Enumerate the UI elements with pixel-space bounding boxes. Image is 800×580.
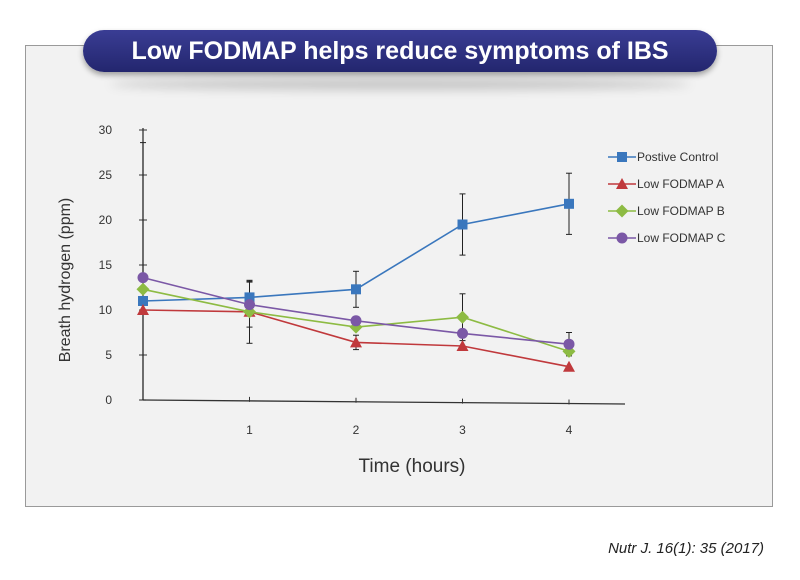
citation: Nutr J. 16(1): 35 (2017) [608,540,764,557]
circle-marker [244,299,255,311]
chart-legend: Postive Control Low FODMAP A Low FODMAP B L… [608,150,726,245]
x-axis-label: Time (hours) [359,456,466,477]
legend-label: Low FODMAP B [637,204,725,218]
circle-marker [350,315,362,327]
series-markers [136,198,576,372]
circle-marker [616,232,628,244]
y-tick-label: 30 [99,123,113,137]
title-banner: Low FODMAP helps reduce symptoms of IBS [83,30,717,72]
x-axis-line [142,399,626,405]
square-marker [564,198,574,209]
triangle-marker [616,178,628,189]
y-tick-label: 25 [99,168,113,182]
legend-label: Postive Control [637,150,718,164]
square-marker [617,152,627,162]
triangle-marker [350,336,362,348]
square-marker [244,292,255,303]
y-tick-label: 0 [105,393,112,407]
triangle-marker [456,340,469,351]
y-tick-label: 15 [99,258,113,272]
square-marker [138,296,148,306]
legend-label: Low FODMAP A [637,177,724,191]
circle-marker [563,338,575,350]
title-banner-shadow [110,78,690,90]
x-tick-label: 1 [246,423,253,437]
y-axis-label: Breath hydrogen (ppm) [57,198,74,363]
triangle-marker [137,304,149,315]
y-tick-label: 5 [105,348,112,362]
error-bars [140,142,572,401]
chart-panel [25,45,773,507]
circle-marker [137,272,149,284]
chart-axes: 0 5 10 15 20 25 30 1 2 3 4 [99,123,626,437]
diamond-marker [615,204,629,218]
x-tick-label: 2 [353,423,360,437]
legend-label: Low FODMAP C [637,231,726,245]
x-tick-label: 3 [459,423,466,437]
diamond-marker [456,310,469,324]
y-tick-label: 20 [99,213,113,227]
chart-title: Low FODMAP helps reduce symptoms of IBS [131,36,669,65]
circle-marker [457,327,468,339]
triangle-marker [563,360,575,372]
diamond-marker [136,282,150,296]
x-tick-label: 4 [566,423,573,437]
square-marker [351,284,361,295]
y-tick-label: 10 [99,303,113,317]
square-marker [457,219,468,230]
